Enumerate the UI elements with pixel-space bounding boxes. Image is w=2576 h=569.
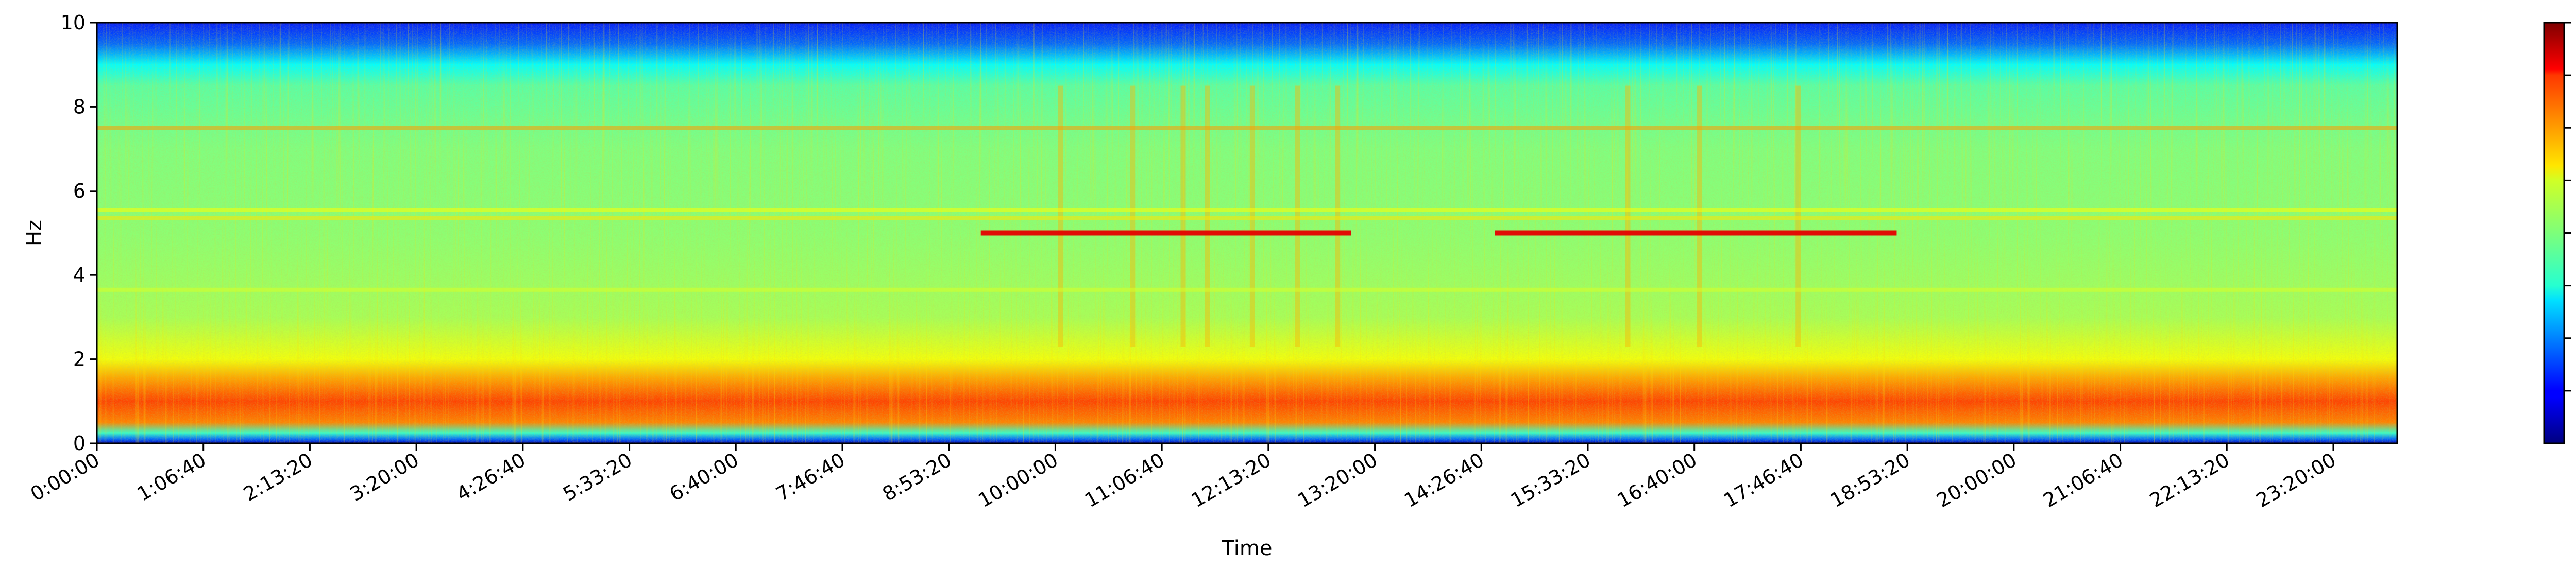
x-tick-label: 23:20:00 [2252, 449, 2340, 512]
plot-area [97, 23, 2397, 443]
x-tick-label: 3:20:00 [346, 449, 423, 506]
x-tick-label: 12:13:20 [1188, 449, 1275, 512]
narrowband-line-4 [97, 208, 2397, 212]
x-tick-label: 6:40:00 [666, 449, 742, 506]
x-tick-label: 16:40:00 [1613, 449, 1701, 512]
y-tick-label: 10 [61, 11, 86, 34]
narrowband-line-0 [980, 230, 1351, 236]
narrowband-line-1 [1495, 230, 1897, 236]
x-tick-label: 13:20:00 [1294, 449, 1381, 512]
x-tick-label: 7:46:40 [772, 449, 849, 506]
x-tick-label: 2:13:20 [240, 449, 316, 506]
x-tick-label: 15:33:20 [1507, 449, 1595, 512]
x-axis-label: Time [1222, 537, 1273, 560]
y-tick-label: 8 [73, 95, 86, 118]
x-axis: 0:00:00 1:06:40 2:13:20 3:20:00 4:26:40 5:33:… [27, 443, 2340, 512]
plot-frame [96, 22, 2398, 444]
x-tick-label: 11:06:40 [1081, 449, 1168, 512]
colorbar-ticks: +0 dB-10 dB-20 dB-30 dB-40 dB-50 dB-60 d… [2564, 11, 2576, 402]
x-tick-label: 10:00:00 [974, 449, 1062, 512]
x-tick-label: 8:53:20 [878, 449, 955, 506]
x-tick-label: 22:13:20 [2146, 449, 2233, 512]
x-tick-label: 20:00:00 [1933, 449, 2021, 512]
x-tick-label: 14:26:40 [1400, 449, 1488, 512]
narrowband-line-2 [97, 126, 2397, 130]
colorbar: +0 dB-10 dB-20 dB-30 dB-40 dB-50 dB-60 d… [2543, 11, 2576, 444]
x-tick-label: 18:53:20 [1826, 449, 1914, 512]
x-tick-label: 5:33:20 [559, 449, 636, 506]
x-tick-label: 21:06:40 [2039, 449, 2127, 512]
x-tick-label: 4:26:40 [452, 449, 529, 506]
y-axis: 0 2 4 6 8 10 [61, 11, 97, 455]
y-tick-label: 0 [73, 432, 86, 455]
narrowband-line-5 [97, 287, 2397, 292]
x-tick-label: 1:06:40 [133, 449, 210, 506]
narrowband-line-3 [97, 216, 2397, 220]
narrowband-lines [97, 126, 2397, 292]
y-axis-label: Hz [23, 220, 46, 246]
y-tick-label: 2 [73, 348, 86, 371]
x-tick-label: 17:46:40 [1720, 449, 1807, 512]
y-tick-label: 6 [73, 180, 86, 202]
y-tick-label: 4 [73, 264, 86, 286]
colorbar-gradient [2544, 23, 2564, 443]
x-tick-label: 0:00:00 [27, 449, 104, 506]
